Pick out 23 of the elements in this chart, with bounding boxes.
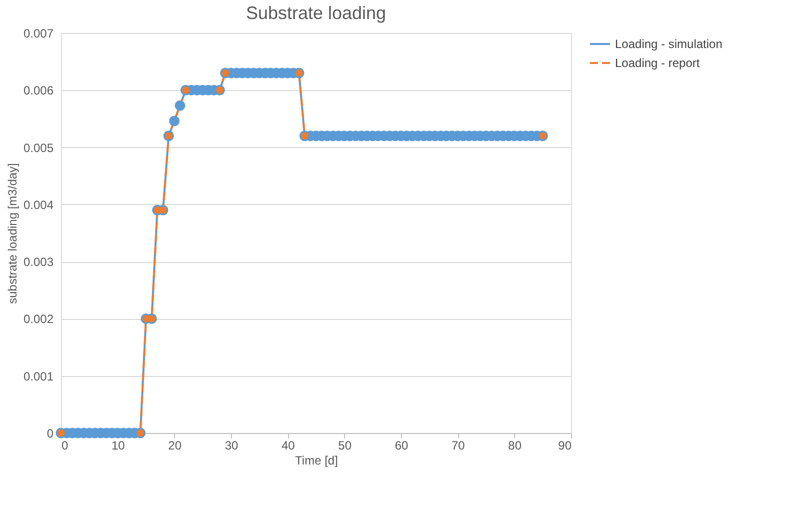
x-tick-label: 70 — [451, 438, 466, 452]
y-tick-label: 0.006 — [23, 84, 54, 98]
x-tick-label: 0 — [62, 438, 68, 452]
x-tick-label: 90 — [558, 438, 572, 452]
legend-label: Loading - simulation — [615, 37, 722, 51]
legend-label: Loading - report — [615, 56, 700, 70]
x-axis-title: Time [d] — [295, 454, 338, 468]
x-tick-label: 10 — [111, 438, 126, 452]
y-tick-label: 0.002 — [23, 312, 54, 326]
y-tick-label: 0.004 — [23, 198, 54, 212]
x-tick-label: 60 — [394, 438, 408, 452]
chart-title: Substrate loading — [246, 3, 386, 23]
x-tick-label: 50 — [338, 438, 352, 452]
x-tick-label: 20 — [168, 438, 182, 452]
x-tick-label: 80 — [508, 438, 522, 452]
x-tick-label: 40 — [281, 438, 296, 452]
y-tick-label: 0 — [46, 426, 54, 440]
y-tick-label: 0.007 — [23, 26, 54, 40]
y-axis-title: substrate loading [m3/day] — [5, 163, 20, 304]
y-tick-label: 0.005 — [23, 140, 54, 155]
y-tick-label: 0.003 — [23, 255, 54, 270]
x-tick-label: 30 — [224, 438, 238, 452]
y-tick-label: 0.001 — [23, 369, 54, 384]
